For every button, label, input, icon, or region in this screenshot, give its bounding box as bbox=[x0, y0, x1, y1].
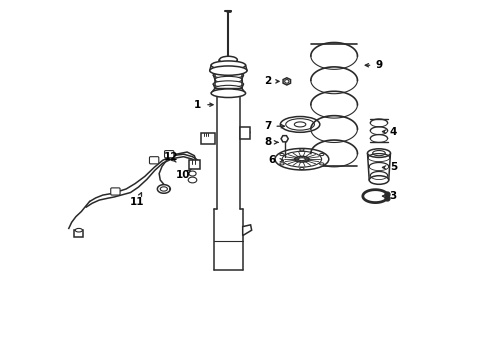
Ellipse shape bbox=[209, 66, 246, 75]
Bar bbox=[201, 134, 215, 144]
Text: 11: 11 bbox=[129, 197, 144, 207]
Text: 7: 7 bbox=[264, 121, 271, 131]
Text: 10: 10 bbox=[176, 170, 190, 180]
Ellipse shape bbox=[368, 176, 388, 184]
Polygon shape bbox=[281, 136, 287, 142]
Ellipse shape bbox=[75, 228, 82, 232]
Ellipse shape bbox=[219, 62, 237, 69]
Ellipse shape bbox=[214, 67, 242, 74]
Polygon shape bbox=[211, 89, 245, 93]
Ellipse shape bbox=[280, 117, 319, 132]
Ellipse shape bbox=[188, 171, 196, 176]
Polygon shape bbox=[283, 78, 290, 85]
Text: 5: 5 bbox=[389, 162, 396, 172]
Ellipse shape bbox=[219, 56, 237, 63]
FancyBboxPatch shape bbox=[110, 188, 120, 195]
Text: 1: 1 bbox=[194, 100, 201, 110]
Text: 3: 3 bbox=[389, 191, 396, 201]
Ellipse shape bbox=[213, 72, 243, 78]
Polygon shape bbox=[240, 127, 250, 139]
FancyBboxPatch shape bbox=[149, 157, 159, 164]
Text: 9: 9 bbox=[375, 60, 382, 70]
Text: 4: 4 bbox=[389, 127, 396, 136]
Ellipse shape bbox=[188, 177, 196, 183]
Ellipse shape bbox=[214, 76, 242, 83]
Text: 8: 8 bbox=[264, 138, 271, 147]
Ellipse shape bbox=[274, 148, 328, 170]
Ellipse shape bbox=[367, 149, 389, 157]
Ellipse shape bbox=[211, 61, 245, 69]
Ellipse shape bbox=[211, 89, 245, 98]
Ellipse shape bbox=[214, 85, 242, 92]
Polygon shape bbox=[242, 225, 251, 235]
Ellipse shape bbox=[213, 81, 243, 87]
Bar bbox=[74, 230, 83, 237]
Text: 6: 6 bbox=[268, 155, 276, 165]
Ellipse shape bbox=[294, 156, 308, 162]
Text: 2: 2 bbox=[264, 76, 271, 86]
Ellipse shape bbox=[160, 187, 167, 191]
Bar bbox=[188, 160, 200, 169]
Text: 12: 12 bbox=[163, 152, 178, 162]
Polygon shape bbox=[209, 65, 246, 71]
FancyBboxPatch shape bbox=[164, 150, 174, 158]
